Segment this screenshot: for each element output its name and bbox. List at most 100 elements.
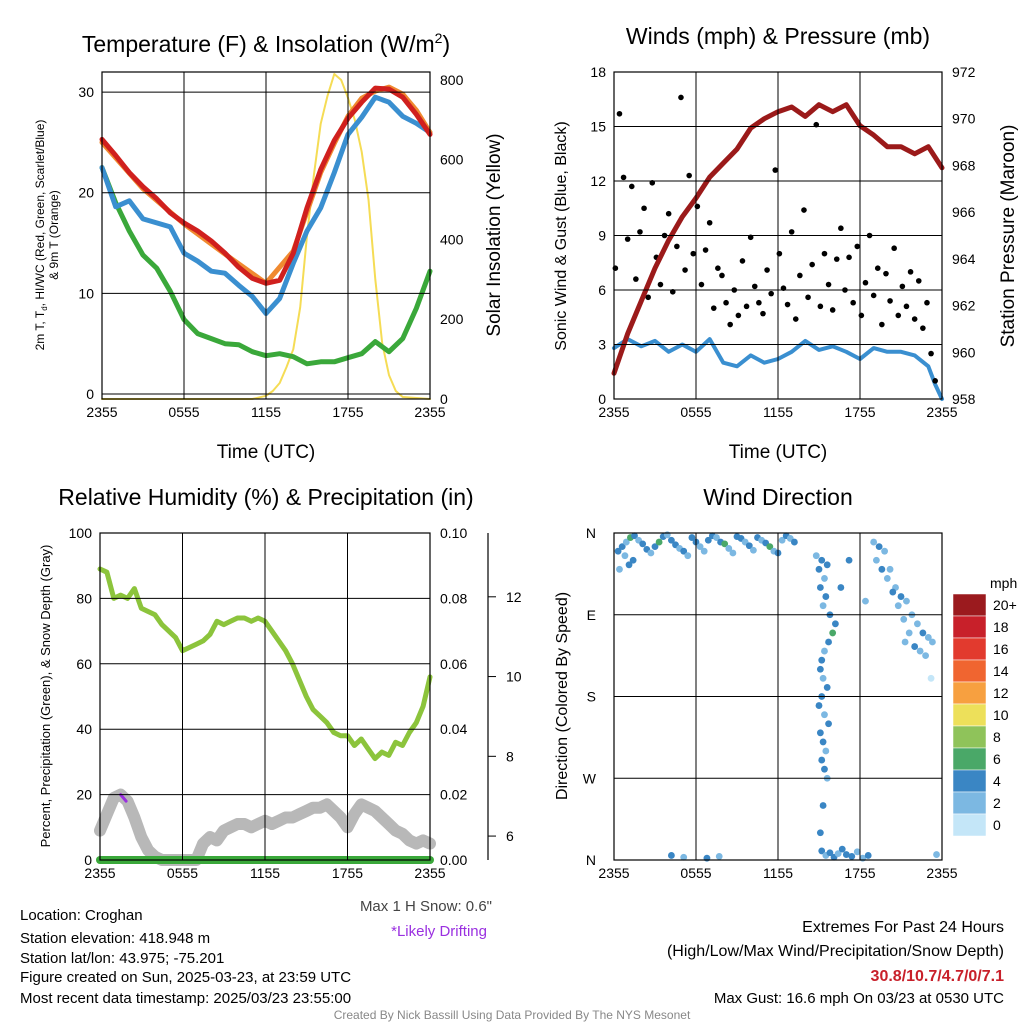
gust-point xyxy=(723,299,729,306)
direction-point xyxy=(894,602,902,610)
direction-point xyxy=(816,665,824,673)
legend-label: 18 xyxy=(993,619,1009,635)
direction-point xyxy=(818,556,826,564)
snow-depth-tick-label: 10 xyxy=(506,669,522,685)
gust-point xyxy=(776,250,783,257)
speed-legend-unit: mph xyxy=(990,575,1017,591)
direction-point xyxy=(845,556,853,564)
direction-point xyxy=(818,756,826,764)
humidity-y-label: Percent, Precipitation (Green), & Snow D… xyxy=(38,545,53,848)
gust-point xyxy=(727,321,733,328)
time-tick-label: 2355 xyxy=(86,404,117,420)
likely-drifting-note: *Likely Drifting xyxy=(391,923,487,940)
max-snow-note: Max 1 H Snow: 0.6" xyxy=(360,898,492,915)
gust-point xyxy=(772,167,779,173)
gust-point xyxy=(907,269,914,275)
gust-point xyxy=(690,250,697,257)
gust-point xyxy=(883,270,889,277)
gust-point xyxy=(645,294,651,301)
direction-point xyxy=(819,738,827,746)
snow-depth-tick-label: 12 xyxy=(506,589,522,605)
wind-direction-y-label: Direction (Colored By Speed) xyxy=(554,592,571,800)
direction-point xyxy=(816,829,824,837)
direction-point xyxy=(916,647,924,655)
gust-point xyxy=(903,303,910,310)
direction-point xyxy=(700,547,708,555)
y-tick-label: 200 xyxy=(440,311,464,327)
y-tick-label: 9 xyxy=(598,228,606,244)
legend-label: 16 xyxy=(993,641,1009,657)
direction-point xyxy=(791,538,798,546)
time-tick-label: 2355 xyxy=(926,865,957,881)
y-tick-label: 0.04 xyxy=(440,721,467,737)
direction-point xyxy=(622,538,630,546)
gust-point xyxy=(764,267,770,273)
y-tick-label: 972 xyxy=(952,64,976,80)
legend-label: 6 xyxy=(993,751,1001,767)
gust-point xyxy=(895,312,902,319)
gust-point xyxy=(674,243,680,250)
snow-depth-ticks: 6 8 10 12 xyxy=(488,589,522,844)
wind-direction-x-ticks: 2355 0555 1155 1755 2355 xyxy=(598,533,958,881)
temperature-x-label: Time (UTC) xyxy=(217,442,316,463)
direction-point xyxy=(889,588,897,596)
gust-point xyxy=(682,267,688,273)
direction-point xyxy=(864,852,872,859)
gust-point xyxy=(751,283,758,290)
gust-point xyxy=(833,256,840,262)
direction-point xyxy=(900,615,908,623)
y-tick-label: 966 xyxy=(952,204,976,220)
time-tick-label: 2355 xyxy=(598,865,629,881)
legend-swatch xyxy=(952,791,987,815)
legend-label: 8 xyxy=(993,729,1001,745)
y-tick-label: 100 xyxy=(69,525,93,541)
series-line-solar-insolation xyxy=(101,73,431,400)
y-tick-label: 40 xyxy=(76,721,92,737)
direction-point xyxy=(929,638,936,646)
time-tick-label: 0555 xyxy=(167,865,198,881)
gust-point xyxy=(920,325,926,331)
direction-point xyxy=(766,543,774,551)
direction-point xyxy=(816,729,824,737)
latlon-text: Station lat/lon: 43.975; -75.201 xyxy=(20,950,224,967)
direction-point xyxy=(901,638,909,646)
y-tick-label: 30 xyxy=(78,84,94,100)
direction-point xyxy=(821,575,828,582)
direction-point xyxy=(618,543,626,551)
y-tick-label: 0.02 xyxy=(440,787,467,803)
gust-point xyxy=(825,281,832,288)
direction-point xyxy=(914,620,921,628)
direction-point xyxy=(680,547,688,555)
direction-point xyxy=(750,546,757,554)
direction-point xyxy=(655,538,663,546)
y-tick-label: 962 xyxy=(952,298,976,314)
direction-point xyxy=(819,802,827,809)
y-tick-label: 0 xyxy=(84,852,92,868)
extremes-legend: (High/Low/Max Wind/Precipitation/Snow De… xyxy=(667,943,1004,960)
direction-point xyxy=(823,684,831,691)
direction-point xyxy=(825,638,832,646)
gust-point xyxy=(858,312,865,319)
y-tick-label: 0.00 xyxy=(440,852,467,868)
y-tick-label: 968 xyxy=(952,157,976,173)
direction-point xyxy=(837,584,845,591)
sonic-wind-line xyxy=(612,337,944,401)
gust-point xyxy=(665,210,672,217)
wind-direction-title: Wind Direction xyxy=(703,484,853,510)
time-tick-label: 1155 xyxy=(251,404,281,420)
gust-point xyxy=(817,303,824,310)
winds-y2-ticks: 958 960 962 964 966 968 970 972 xyxy=(952,64,976,407)
time-tick-label: 1155 xyxy=(250,865,280,881)
humidity-y-ticks: 0 20 40 60 80 100 xyxy=(69,525,430,868)
gust-point xyxy=(702,247,709,253)
y-tick-label: 0 xyxy=(86,386,94,402)
gust-point xyxy=(715,265,721,272)
gust-point xyxy=(928,350,934,357)
extremes-values: 30.8/10.7/4.7/0/7.1 xyxy=(871,968,1005,985)
direction-tick-label: W xyxy=(583,770,597,786)
direction-point xyxy=(878,565,886,573)
gust-point xyxy=(915,278,922,284)
time-tick-label: 1755 xyxy=(332,404,363,420)
gust-point xyxy=(911,316,918,322)
y-tick-label: 958 xyxy=(952,391,976,407)
